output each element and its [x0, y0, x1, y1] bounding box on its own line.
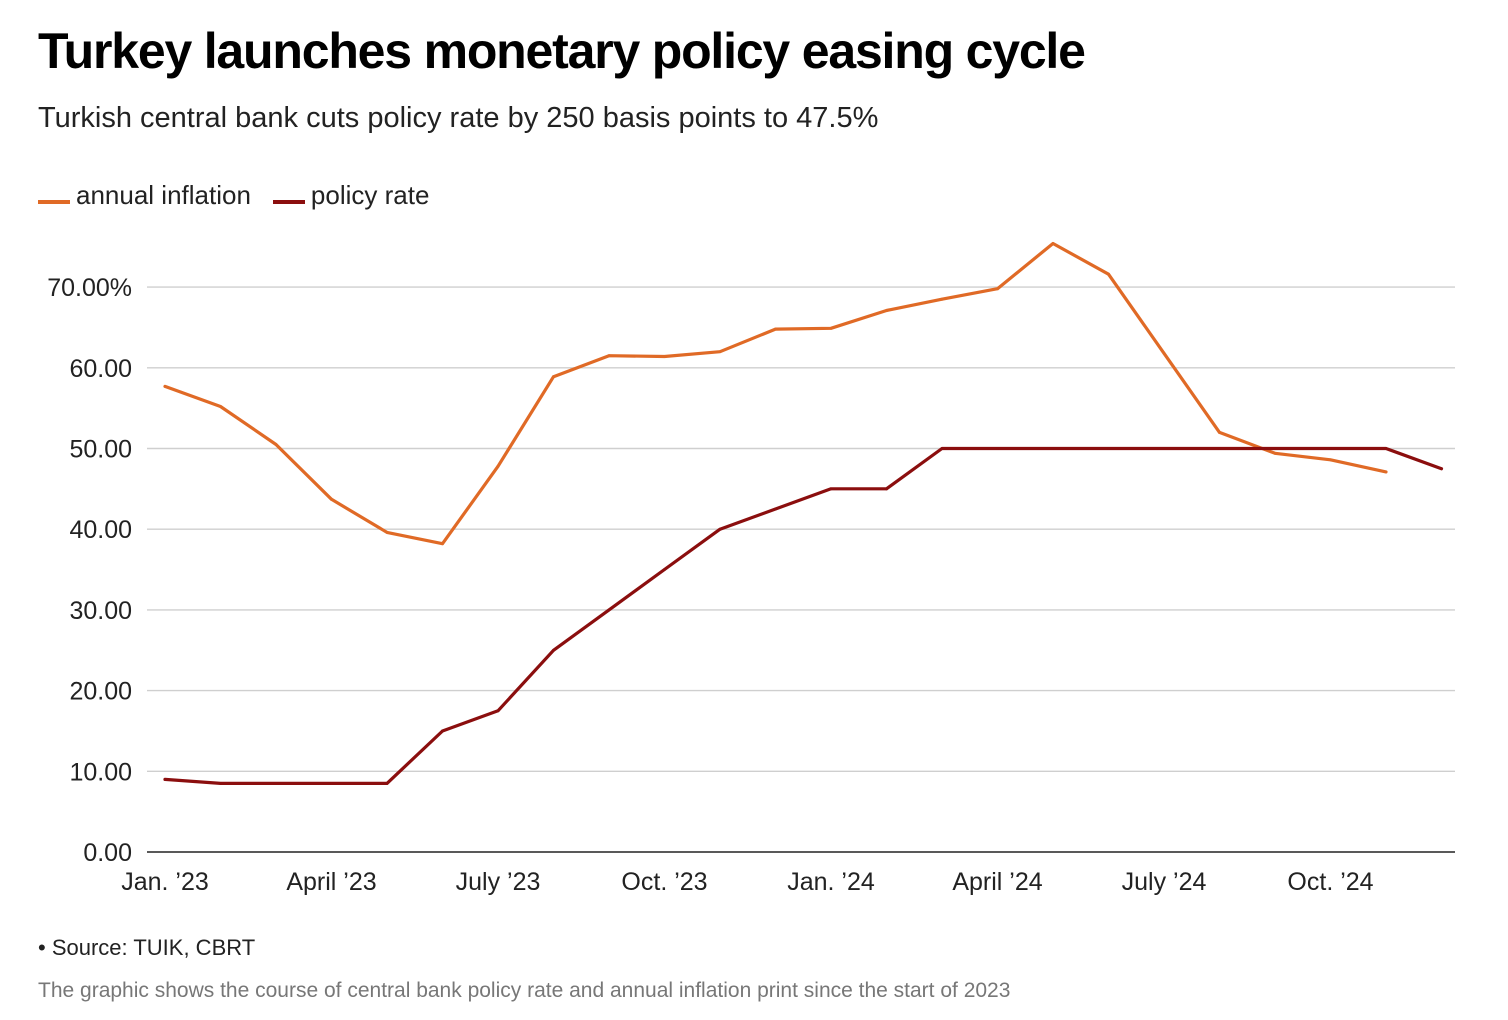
y-tick-label-20: 20.00 — [69, 678, 132, 706]
data-point-policy-rate-2023-05 — [385, 782, 389, 785]
legend-item-annual-inflation: annual inflation — [38, 180, 251, 211]
data-point-policy-rate-2024-04 — [996, 447, 999, 450]
data-point-annual-inflation-2024-02 — [885, 309, 888, 312]
series-line-annual-inflation — [163, 241, 1388, 546]
legend: annual inflation policy rate — [38, 180, 451, 211]
data-point-policy-rate-2023-01 — [163, 777, 167, 781]
x-tick-label-jan-23: Jan. ’23 — [121, 868, 209, 896]
y-axis-ticks: 70.00% 60.00 50.00 40.00 30.00 20.00 10.00 0.00 — [47, 274, 132, 867]
data-point-annual-inflation-2024-05 — [1051, 242, 1055, 245]
y-tick-label-60: 60.00 — [69, 355, 132, 383]
data-point-policy-rate-2024-02 — [885, 487, 888, 491]
data-point-annual-inflation-2023-09 — [607, 354, 611, 358]
data-point-annual-inflation-2024-11 — [1384, 470, 1388, 474]
chart-title: Turkey launches monetary policy easing c… — [38, 23, 1086, 79]
data-point-annual-inflation-2023-10 — [663, 355, 666, 358]
source-note: • Source: TUIK, CBRT — [38, 935, 256, 960]
data-point-annual-inflation-2024-10 — [1329, 458, 1332, 462]
data-point-annual-inflation-2023-08 — [552, 375, 555, 379]
data-point-annual-inflation-2023-07 — [496, 464, 500, 468]
data-point-policy-rate-2024-12 — [1440, 467, 1443, 471]
data-point-policy-rate-2023-02 — [219, 782, 222, 785]
y-tick-label-40: 40.00 — [69, 516, 132, 544]
data-point-annual-inflation-2023-01 — [163, 384, 167, 388]
data-point-policy-rate-2023-12 — [774, 507, 777, 511]
data-point-annual-inflation-2024-07 — [1162, 351, 1166, 355]
data-point-policy-rate-2023-09 — [607, 608, 611, 612]
y-tick-label-50: 50.00 — [69, 436, 132, 464]
data-point-annual-inflation-2023-04 — [330, 497, 333, 501]
legend-item-policy-rate: policy rate — [272, 180, 430, 211]
x-tick-label-april-24: April ’24 — [952, 868, 1042, 896]
data-point-policy-rate-2023-03 — [274, 782, 278, 785]
data-point-policy-rate-2024-05 — [1051, 447, 1055, 450]
data-point-annual-inflation-2024-01 — [829, 326, 833, 330]
y-tick-label-70: 70.00% — [47, 274, 132, 302]
data-point-policy-rate-2024-08 — [1218, 447, 1221, 450]
data-point-annual-inflation-2024-03 — [940, 297, 944, 301]
data-point-policy-rate-2024-10 — [1329, 447, 1332, 450]
data-point-annual-inflation-2024-09 — [1273, 451, 1277, 455]
x-tick-label-july-23: July ’23 — [456, 868, 541, 896]
y-tick-label-30: 30.00 — [69, 597, 132, 625]
series-line-policy-rate — [163, 446, 1444, 786]
line-chart: 70.00% 60.00 50.00 40.00 30.00 20.00 10.00 0.00… — [47, 241, 1455, 896]
data-point-annual-inflation-2024-04 — [996, 287, 999, 291]
data-point-annual-inflation-2023-11 — [718, 350, 722, 354]
data-point-annual-inflation-2023-05 — [385, 531, 389, 534]
data-point-policy-rate-2023-06 — [441, 729, 444, 733]
chart-subtitle: Turkish central bank cuts policy rate by… — [38, 102, 879, 134]
gridlines — [147, 286, 1455, 853]
y-tick-label-10: 10.00 — [69, 758, 132, 786]
x-axis-ticks: Jan. ’23 April ’23 July ’23 Oct. ’23 Jan. ’2… — [121, 868, 1373, 896]
data-point-annual-inflation-2023-03 — [274, 443, 278, 446]
legend-swatch-policy-rate — [272, 199, 305, 204]
legend-swatch-annual-inflation — [38, 199, 70, 204]
x-tick-label-april-23: April ’23 — [286, 868, 376, 896]
x-tick-label-jan-24: Jan. ’24 — [787, 868, 875, 896]
data-point-policy-rate-2024-11 — [1384, 447, 1388, 450]
series-lines — [163, 241, 1444, 786]
y-tick-label-0: 0.00 — [83, 839, 132, 867]
chart-caption: The graphic shows the course of central … — [38, 979, 1011, 1002]
data-point-policy-rate-2023-11 — [718, 527, 722, 531]
x-tick-label-oct-24: Oct. ’24 — [1287, 868, 1373, 896]
data-point-annual-inflation-2024-08 — [1218, 430, 1221, 434]
data-point-policy-rate-2024-07 — [1162, 447, 1166, 450]
legend-label-annual-inflation: annual inflation — [76, 180, 251, 210]
data-point-annual-inflation-2024-06 — [1107, 272, 1110, 276]
x-tick-label-july-24: July ’24 — [1122, 868, 1207, 896]
data-point-policy-rate-2024-09 — [1273, 447, 1277, 450]
legend-label-policy-rate: policy rate — [310, 180, 430, 210]
x-tick-label-oct-23: Oct. ’23 — [621, 868, 707, 896]
data-point-annual-inflation-2023-02 — [219, 405, 222, 408]
data-point-policy-rate-2023-07 — [496, 709, 500, 713]
data-point-policy-rate-2024-03 — [940, 447, 944, 450]
data-point-annual-inflation-2023-06 — [441, 542, 444, 546]
data-point-policy-rate-2023-08 — [552, 648, 555, 652]
data-point-policy-rate-2023-04 — [330, 782, 333, 785]
data-point-policy-rate-2024-01 — [829, 487, 833, 491]
data-point-policy-rate-2023-10 — [663, 568, 666, 571]
data-point-policy-rate-2024-06 — [1107, 447, 1110, 450]
data-point-annual-inflation-2023-12 — [774, 327, 777, 331]
